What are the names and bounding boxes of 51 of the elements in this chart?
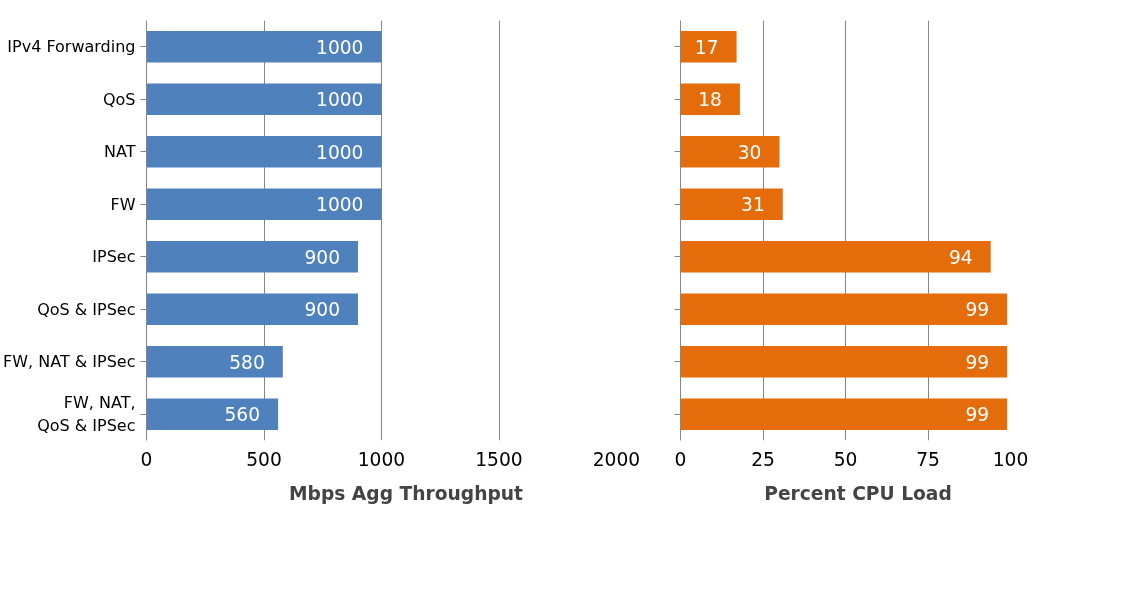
text: Mbps Agg Throughput [288,482,524,504]
bar [680,398,1008,430]
x-tick-label: 0 [674,448,687,470]
data-label: 900 [304,299,340,321]
data-label: 580 [229,351,265,373]
y-tick-label: FW [110,194,136,214]
bar [146,293,358,325]
bar [146,188,382,220]
x-tick-label: 1500 [475,448,523,470]
x-tick-label: 25 [751,448,775,470]
x-tick-label: 2000 [592,448,641,470]
bar [146,241,358,273]
data-label: 99 [965,404,990,426]
x-tick-label: 75 [916,448,940,470]
data-label: 99 [965,299,990,321]
y-tick-label: QoS & IPSec [37,299,136,319]
data-label: 1000 [316,141,364,163]
y-tick-label: FW, NAT & IPSec [3,352,136,372]
data-label: 99 [965,351,990,373]
data-label: 31 [741,194,765,216]
bar [146,31,382,63]
y-tick-label: IPv4 Forwarding [7,37,136,57]
bar [146,398,279,430]
data-label: 1000 [316,89,364,111]
text: Percent CPU Load [764,482,952,504]
bar [146,83,382,115]
data-label: 1000 [316,36,364,58]
bar [680,136,780,168]
bar [680,31,737,63]
bar [680,241,991,273]
bar [680,188,783,220]
data-label: 18 [698,89,722,111]
data-label: 1000 [316,194,364,216]
bar [146,346,283,378]
y-tick-label: QoS [102,89,136,109]
x-tick-label: 1000 [357,448,406,470]
bar [146,136,382,168]
data-label: 30 [737,141,762,163]
data-label: 560 [224,404,261,426]
data-label: 900 [304,246,340,268]
y-tick-label: NAT [104,142,136,162]
y-tick-label: IPSec [92,247,136,267]
bar [680,346,1008,378]
x-tick-label: 500 [246,448,282,470]
x-tick-label: 0 [140,448,153,470]
data-label: 94 [948,246,973,268]
x-tick-label: 100 [992,448,1029,470]
x-tick-label: 50 [833,448,858,470]
bar [680,293,1008,325]
y-tick-label: FW, NAT, QoS & IPSec [37,393,136,436]
data-label: 17 [694,36,719,58]
